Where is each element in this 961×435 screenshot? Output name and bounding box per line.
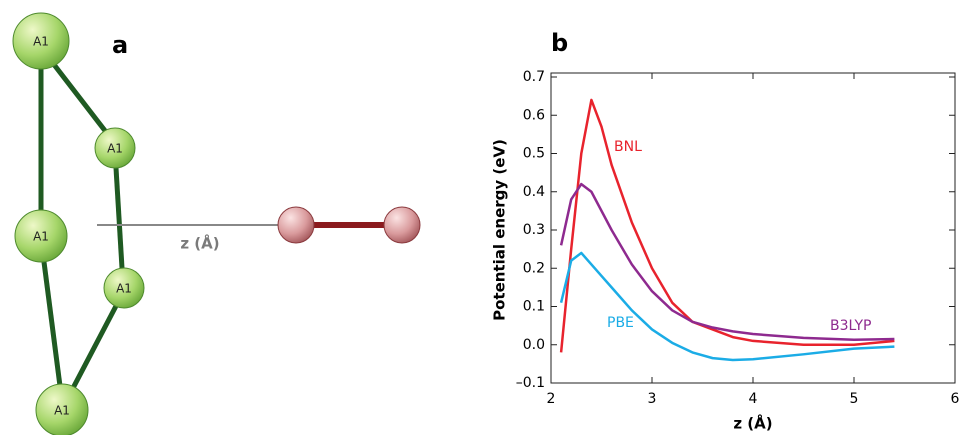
y-tick-label: 0.6 xyxy=(523,107,545,123)
atom xyxy=(383,206,421,244)
panel-a: a z (Å) A1 A1 A1 A1 A1 xyxy=(12,12,421,435)
panel-b: b –0.1 0.0 0.1 0.2 0.3 0.4 0.5 0.6 0.7 2 3 4 5 6 z (Å)… xyxy=(491,29,960,433)
y-tick-label: 0.3 xyxy=(523,222,545,238)
atom-label: A1 xyxy=(33,35,49,49)
panel-label: b xyxy=(551,29,568,57)
atom-label: A1 xyxy=(54,404,70,418)
x-tick-label: 5 xyxy=(850,391,859,407)
atom xyxy=(35,383,89,435)
series-label: B3LYP xyxy=(830,318,871,334)
y-tick-label: 0.7 xyxy=(523,69,545,85)
atom xyxy=(103,267,145,309)
y-tick-label: –0.1 xyxy=(516,375,545,391)
y-tick-label: 0.2 xyxy=(523,260,545,276)
y-axis-label: Potential energy (eV) xyxy=(491,139,509,321)
x-axis-label: z (Å) xyxy=(733,414,772,433)
series-label: PBE xyxy=(607,315,634,331)
atom xyxy=(94,127,136,169)
x-tick-label: 6 xyxy=(951,391,960,407)
atom xyxy=(12,12,70,70)
atom-label: A1 xyxy=(33,230,49,244)
series-line xyxy=(559,182,895,342)
panel-label: a xyxy=(112,31,128,59)
bonds xyxy=(38,60,125,392)
atom-label: A1 xyxy=(107,142,123,156)
series-line xyxy=(559,251,895,362)
atom-label: A1 xyxy=(116,282,132,296)
x-tick-label: 4 xyxy=(749,391,758,407)
y-tick-label: 0.1 xyxy=(523,299,545,315)
y-tick-label: 0.5 xyxy=(523,146,545,162)
y-tick-label: 0.4 xyxy=(523,184,545,200)
atom xyxy=(14,209,68,263)
series-line xyxy=(559,98,895,353)
y-tick-label: 0.0 xyxy=(523,337,545,353)
atom xyxy=(277,206,315,244)
x-tick-label: 3 xyxy=(648,391,657,407)
x-tick-label: 2 xyxy=(547,391,556,407)
series-label: BNL xyxy=(614,139,642,155)
z-label: z (Å) xyxy=(180,234,219,253)
